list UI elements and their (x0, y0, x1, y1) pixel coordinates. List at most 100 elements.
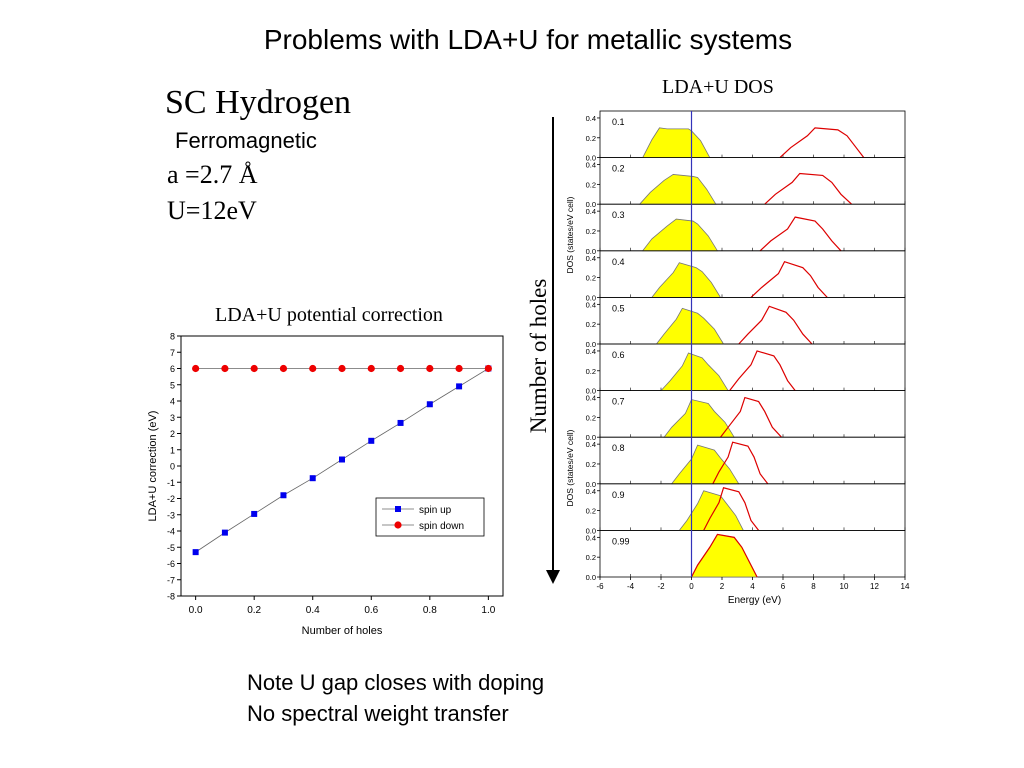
dos-y-tick-label: 0.4 (586, 300, 596, 309)
dos-panel: 0.0 0.2 0.4 0.7 (586, 390, 906, 442)
occupied-dos-area (651, 262, 722, 298)
doping-label: 0.8 (612, 443, 625, 453)
unoccupied-dos-line (759, 216, 842, 252)
dos-x-tick-label: 8 (811, 582, 816, 591)
dos-y-tick-label: 0.0 (586, 526, 596, 535)
spin-up-point (280, 492, 287, 499)
y-tick-label: -6 (167, 559, 175, 569)
spin-up-point (192, 549, 199, 556)
x-axis-label: Number of holes (302, 625, 383, 637)
spin-up-point (397, 419, 404, 426)
potential-correction-chart: -8 -7 -6 -5 -4 -3 -2 -1 0 1 2 3 4 5 6 7 8 0.0 0.2 0.4 0.6 0.8… (147, 332, 504, 637)
occupied-dos-area (663, 399, 735, 438)
y-tick-label: -4 (167, 527, 175, 537)
dos-panel-frame (599, 250, 906, 298)
occupied-dos-area (642, 127, 711, 159)
y-tick-label: -8 (167, 592, 175, 602)
occupied-dos-area (678, 490, 745, 531)
spin-up-point (309, 475, 316, 482)
unoccupied-dos-line (690, 533, 758, 578)
dos-y-tick-label: 0.4 (586, 207, 596, 216)
dos-panel-frame (599, 203, 906, 252)
dos-panel: 0.0 0.2 0.4 0.6 (586, 343, 906, 396)
unoccupied-dos-line (750, 260, 828, 298)
x-tick-label: 0.0 (189, 605, 203, 616)
dos-y-tick-label: 0.4 (586, 487, 596, 496)
dos-y-tick-label: 0.4 (586, 347, 596, 356)
note-line-1: Note U gap closes with doping (247, 670, 545, 695)
slide-title: Problems with LDA+U for metallic systems (263, 24, 793, 55)
doping-label: 0.9 (612, 490, 625, 500)
spin-down-point (367, 364, 375, 373)
unoccupied-dos-line (712, 441, 769, 485)
occupied-dos-area (670, 444, 740, 485)
dos-y-tick-label: 0.4 (586, 394, 596, 403)
potential-chart-title: LDA+U potential correction (215, 304, 443, 326)
occupied-dos-area (638, 174, 717, 205)
dos-panel: 0.0 0.2 0.4 0.4 (586, 250, 906, 302)
spin-down-point (455, 364, 463, 373)
dos-x-tick-label: -4 (627, 582, 635, 591)
holes-arrow (546, 117, 560, 584)
dos-y-tick-label: 0.2 (586, 180, 596, 189)
dos-y-tick-label: 0.2 (586, 413, 596, 422)
x-tick-label: 0.2 (247, 605, 261, 616)
dos-y-tick-label: 0.2 (586, 460, 596, 469)
doping-label: 0.5 (612, 303, 625, 313)
y-tick-label: 2 (170, 429, 175, 439)
y-tick-label: 0 (170, 462, 175, 472)
lattice-constant: a =2.7 Å (167, 160, 258, 189)
dos-panel: 0.0 0.2 0.4 0.2 (586, 157, 906, 209)
unoccupied-dos-line (738, 305, 813, 345)
x-tick-label: 0.4 (306, 605, 320, 616)
dos-y-tick-label: 0.4 (586, 161, 596, 170)
y-tick-label: -7 (167, 575, 175, 585)
y-tick-label: -2 (167, 494, 175, 504)
u-value: U=12eV (167, 196, 257, 225)
dos-chart-title: LDA+U DOS (662, 76, 774, 98)
dos-panel-frame (599, 110, 906, 158)
spin-up-point (339, 456, 345, 463)
dos-y-tick-label: 0.0 (586, 387, 596, 396)
unoccupied-dos-line (729, 350, 796, 391)
dos-y-tick-label: 0.0 (586, 154, 596, 163)
dos-panel: 0.0 0.2 0.4 0.9 (586, 483, 906, 535)
dos-x-tick-label: 2 (720, 582, 725, 591)
occupied-dos-area (660, 352, 729, 392)
dos-x-tick-label: 12 (870, 582, 879, 591)
doping-label: 0.7 (612, 397, 625, 407)
y-axis-label: LDA+U correction (eV) (147, 411, 159, 522)
dos-panel-frame (599, 343, 906, 391)
dos-y-tick-label: 0.0 (586, 433, 596, 442)
spin-up-point (221, 529, 228, 536)
dos-y-tick-label: 0.2 (586, 367, 596, 376)
dos-panel: 0.0 0.2 0.4 0.1 (586, 110, 906, 163)
legend-box (375, 497, 485, 537)
doping-label: 0.2 (612, 164, 625, 174)
spin-up-point (426, 401, 433, 408)
dos-y-tick-label: 0.4 (586, 114, 596, 123)
dos-panel: 0.0 0.2 0.4 0.5 (586, 296, 906, 349)
x-tick-label: 0.6 (364, 605, 378, 616)
dos-x-tick-label: -6 (596, 582, 604, 591)
occupied-dos-area (641, 218, 719, 252)
spin-down-point (221, 364, 229, 373)
x-tick-label: 1.0 (481, 605, 495, 616)
legend-label: spin down (419, 521, 464, 532)
dos-y-tick-label: 0.0 (586, 293, 596, 302)
dos-x-tick-label: -2 (657, 582, 665, 591)
y-tick-label: 8 (170, 332, 175, 342)
dos-y-tick-label: 0.2 (586, 507, 596, 516)
dos-y-tick-label: 0.4 (586, 254, 596, 263)
dos-y-tick-label: 0.0 (586, 573, 596, 582)
legend-marker (395, 506, 401, 512)
dos-chart: 0.00.20.4 0.10.00.20.4 0.20.00.20.4 0.30.00… (565, 110, 910, 606)
dos-y-tick-label: 0.2 (586, 134, 596, 143)
dos-panel: 0.0 0.2 0.4 0.99 (586, 530, 906, 582)
dos-panel-frame (599, 390, 906, 438)
y-tick-label: -1 (167, 478, 175, 488)
dos-y-tick-label: 0.0 (586, 340, 596, 349)
spin-down-point (396, 364, 405, 373)
dos-y-tick-label: 0.0 (586, 247, 596, 256)
